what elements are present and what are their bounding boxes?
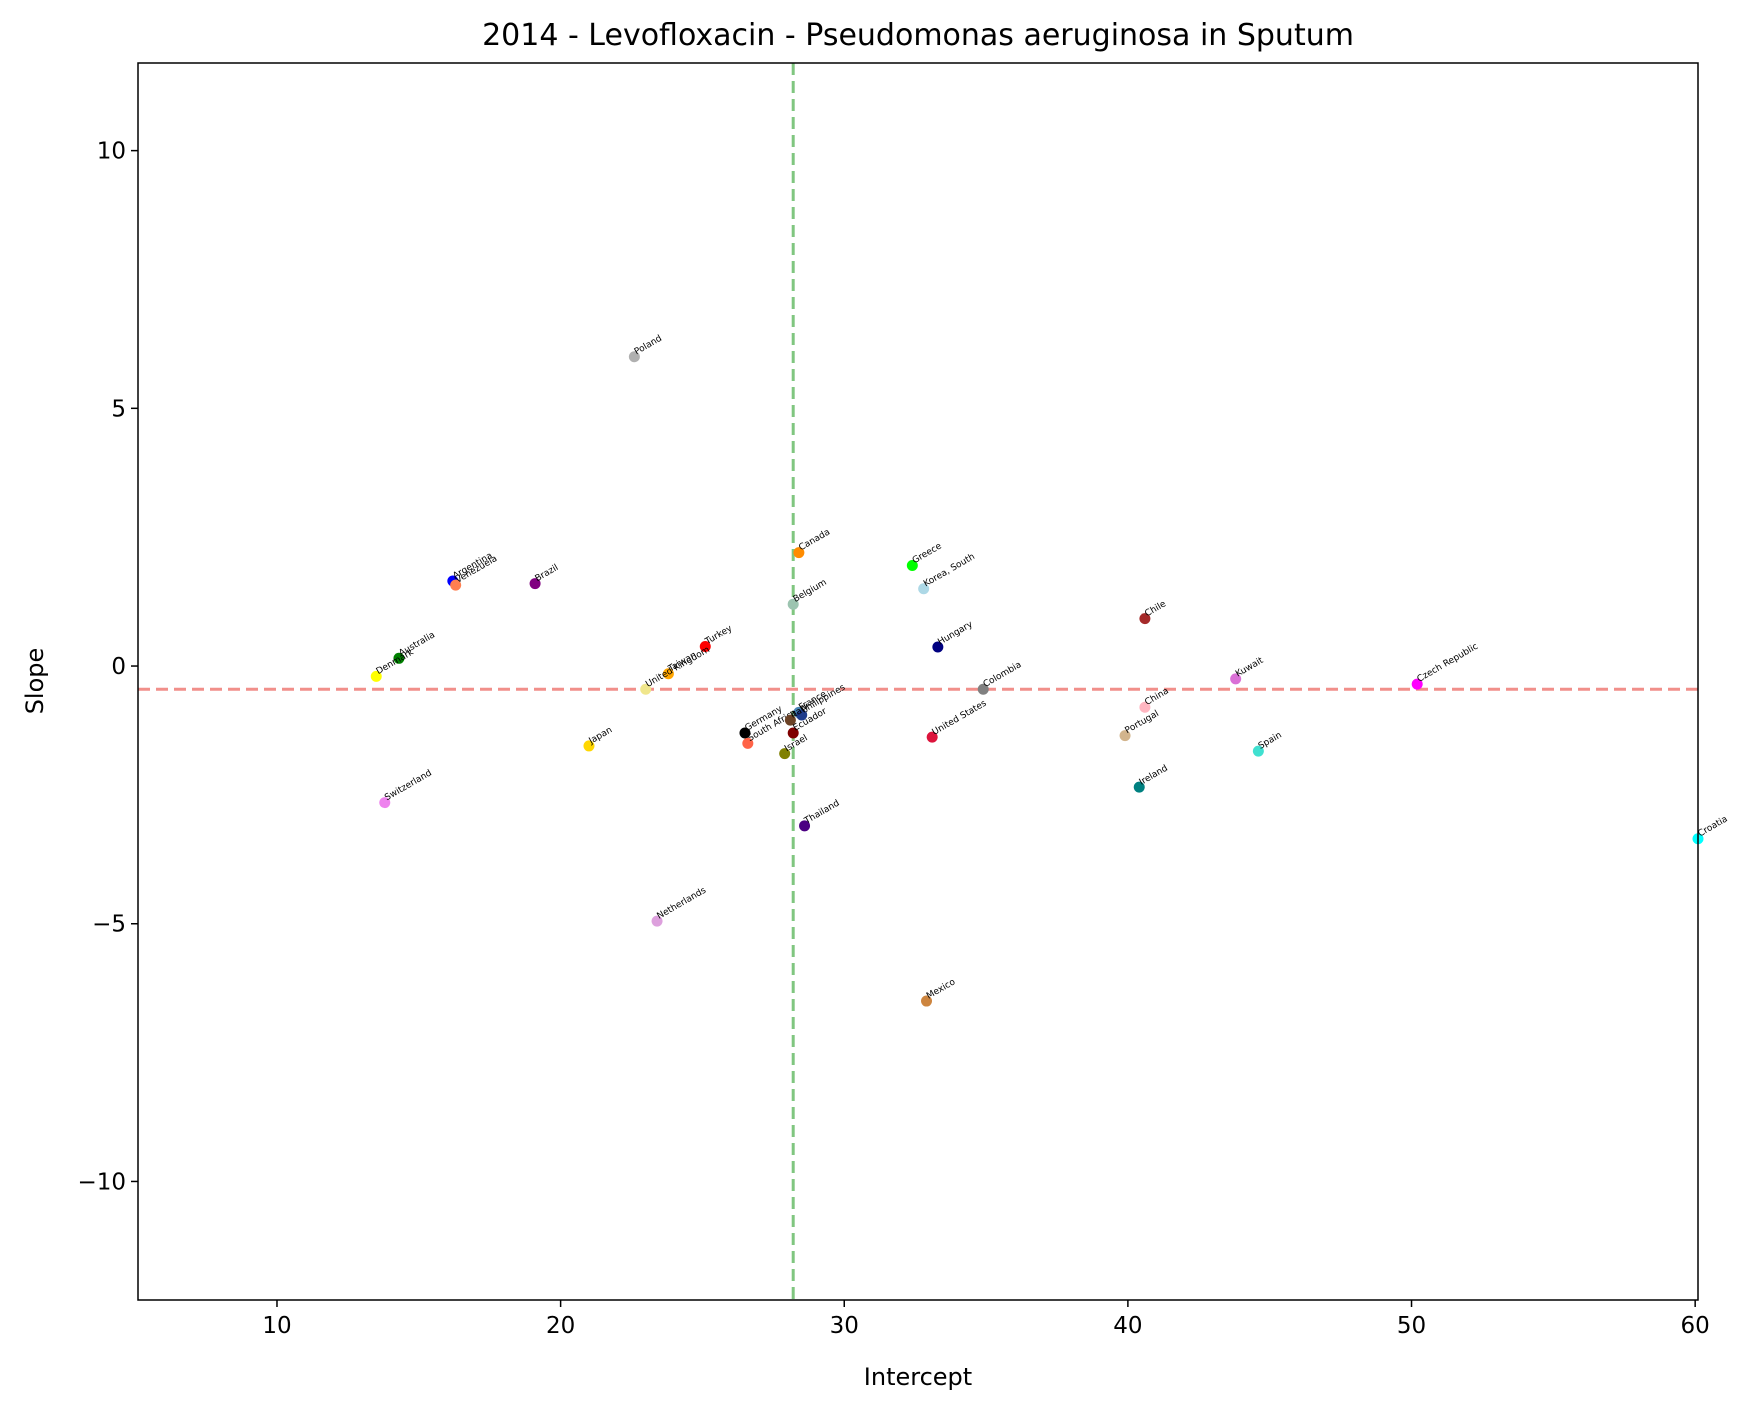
data-point bbox=[393, 652, 405, 664]
data-point bbox=[932, 641, 944, 653]
data-point bbox=[926, 731, 938, 743]
data-point bbox=[1252, 745, 1264, 757]
data-point bbox=[1119, 730, 1131, 742]
data-point bbox=[583, 740, 595, 752]
y-axis-label: Slope bbox=[21, 648, 49, 715]
chart-title: 2014 - Levofloxacin - Pseudomonas aerugi… bbox=[482, 18, 1354, 53]
y-tick-label: 10 bbox=[97, 139, 126, 165]
data-point bbox=[796, 709, 808, 721]
data-point bbox=[699, 640, 711, 652]
data-point bbox=[450, 579, 462, 591]
y-tick-label: 5 bbox=[111, 396, 126, 422]
x-tick-label: 20 bbox=[546, 1313, 575, 1339]
y-tick-label: −10 bbox=[77, 1169, 126, 1195]
x-tick-label: 30 bbox=[830, 1313, 859, 1339]
data-point bbox=[787, 727, 799, 739]
data-point bbox=[739, 727, 751, 739]
y-tick-label: −5 bbox=[92, 912, 126, 938]
data-point bbox=[906, 560, 918, 572]
data-point bbox=[662, 668, 674, 680]
data-point bbox=[1411, 678, 1423, 690]
data-point bbox=[651, 915, 663, 927]
data-point bbox=[1139, 701, 1151, 713]
data-point bbox=[779, 748, 791, 760]
data-point bbox=[918, 583, 930, 595]
x-axis-label: Intercept bbox=[864, 1363, 972, 1391]
data-point bbox=[379, 797, 391, 809]
data-point bbox=[921, 995, 933, 1007]
data-point bbox=[799, 820, 811, 832]
data-point bbox=[1230, 673, 1242, 685]
plot-area-frame bbox=[137, 62, 1699, 1301]
x-tick-label: 10 bbox=[262, 1313, 291, 1339]
data-point bbox=[742, 737, 754, 749]
data-point bbox=[787, 598, 799, 610]
x-axis-ticks: 10 20 30 40 50 60 bbox=[262, 1300, 1710, 1339]
data-point bbox=[1133, 781, 1145, 793]
y-tick-label: 0 bbox=[111, 654, 126, 680]
data-point bbox=[529, 578, 541, 590]
data-point bbox=[784, 714, 796, 726]
x-tick-label: 60 bbox=[1681, 1313, 1710, 1339]
data-point bbox=[793, 547, 805, 559]
data-point bbox=[1139, 613, 1151, 625]
data-point bbox=[977, 683, 989, 695]
reference-lines bbox=[138, 63, 1698, 1300]
x-tick-label: 40 bbox=[1113, 1313, 1142, 1339]
x-tick-label: 50 bbox=[1397, 1313, 1426, 1339]
data-point bbox=[370, 670, 382, 682]
data-point bbox=[628, 351, 640, 363]
data-point bbox=[640, 683, 652, 695]
y-axis-ticks: 10 5 0 −5 −10 bbox=[77, 139, 138, 1195]
